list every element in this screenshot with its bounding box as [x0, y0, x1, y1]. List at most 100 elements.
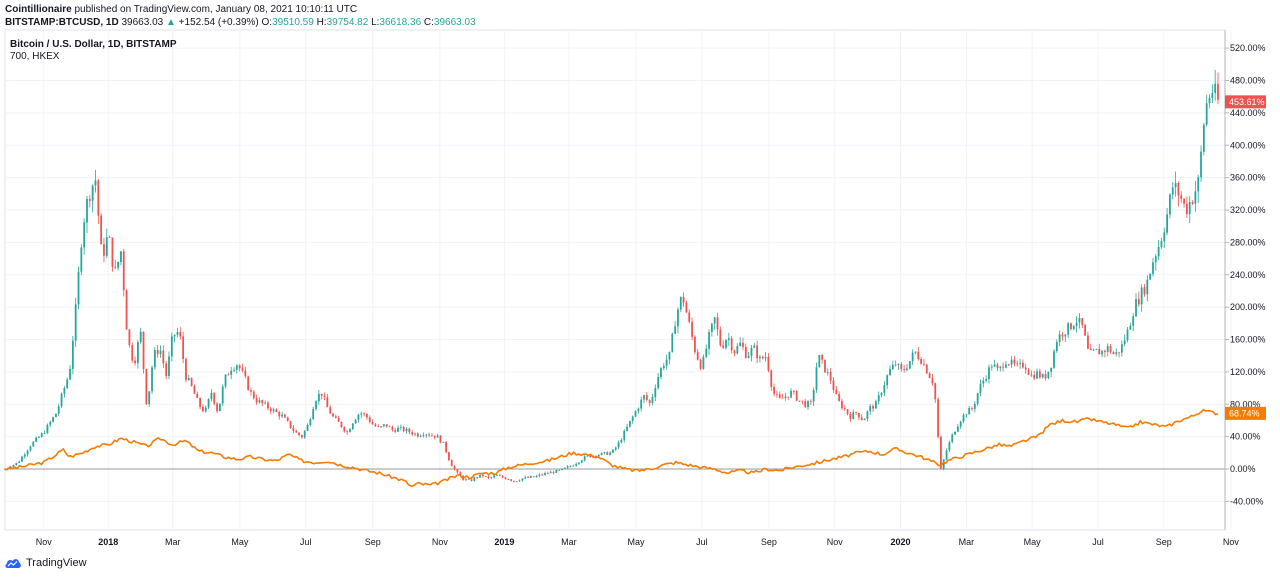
candle-body: [934, 383, 937, 400]
candle-body: [781, 397, 784, 399]
legend-compare-series[interactable]: 700, HKEX: [10, 51, 60, 62]
ohlc-line: BITSTAMP:BTCUSD, 1D 39663.03 ▲ +152.54 (…: [5, 17, 476, 28]
candle-body: [1183, 198, 1185, 204]
candle-body: [145, 368, 148, 405]
candle-body: [77, 271, 80, 305]
candle-body: [988, 367, 990, 380]
candle-body: [317, 393, 320, 402]
candle-body: [841, 400, 843, 409]
candle-body: [1022, 362, 1024, 368]
candle-body: [1129, 325, 1132, 330]
btc-candles[interactable]: [4, 69, 1219, 483]
open-label: O:: [261, 17, 273, 28]
candle-body: [578, 462, 580, 464]
candle-body: [233, 369, 235, 371]
candle-body: [346, 431, 349, 433]
candle-body: [453, 466, 456, 470]
candle-body: [408, 428, 411, 433]
candle-body: [979, 383, 982, 394]
candle-body: [801, 400, 804, 402]
candle-body: [937, 399, 939, 437]
candle-body: [1027, 369, 1030, 375]
candle-body: [4, 469, 6, 470]
candle-body: [1002, 366, 1005, 368]
candle-body: [159, 350, 162, 354]
candle-body: [120, 251, 122, 262]
candle-body: [606, 452, 609, 455]
candle-body: [1010, 359, 1013, 365]
x-tick-label: Nov: [36, 537, 53, 547]
x-tick-label: 2020: [891, 537, 911, 547]
candle-body: [264, 402, 267, 404]
y-tick-label: 120.00%: [1230, 367, 1266, 377]
x-tick-label: Sep: [1156, 537, 1172, 547]
candle-body: [722, 345, 725, 348]
x-axis[interactable]: Nov 2018 Mar May Jul Sep Nov 2019 Mar May Jul Sep No…: [36, 537, 1240, 547]
candle-body: [628, 420, 631, 427]
candle-body: [705, 348, 708, 357]
candle-body: [380, 426, 382, 428]
candle-body: [513, 480, 515, 482]
candle-body: [26, 450, 29, 455]
x-tick-label: May: [231, 537, 249, 547]
candle-body: [315, 401, 317, 409]
candle-body: [1005, 364, 1007, 368]
candle-body: [52, 417, 54, 422]
candle-body: [1146, 279, 1149, 295]
candle-body: [100, 215, 103, 245]
candle-body: [103, 244, 105, 256]
candle-body: [691, 321, 693, 337]
candle-body: [501, 475, 504, 478]
footer-brand[interactable]: TradingView: [4, 557, 87, 569]
y-tick-label: 80.00%: [1230, 399, 1261, 409]
candle-body: [886, 375, 889, 386]
legend-main-series[interactable]: Bitcoin / U.S. Dollar, 1D, BITSTAMP: [10, 39, 177, 50]
candle-body: [572, 465, 575, 467]
candle-body: [634, 411, 637, 417]
candle-body: [747, 355, 750, 358]
candle-body: [906, 368, 908, 371]
candle-body: [597, 454, 600, 457]
candle-body: [1084, 324, 1087, 336]
candle-body: [179, 331, 182, 337]
candle-body: [524, 477, 527, 479]
candle-body: [1058, 334, 1061, 342]
candle-body: [15, 462, 18, 465]
candle-body: [976, 393, 979, 404]
candle-body: [569, 466, 572, 467]
candle-body: [552, 471, 555, 473]
candle-body: [422, 435, 425, 437]
candle-body: [49, 421, 52, 425]
candle-body: [1095, 348, 1098, 350]
candle-body: [366, 414, 368, 418]
candle-body: [456, 469, 459, 473]
candle-body: [388, 426, 391, 428]
candle-body: [371, 421, 374, 425]
candle-body: [1152, 262, 1154, 274]
candle-body: [1123, 340, 1126, 345]
candle-body: [1115, 352, 1118, 355]
y-axis[interactable]: 520.00% 480.00% 440.00% 400.00% 360.00% 320.0…: [1224, 30, 1266, 530]
candle-body: [1098, 348, 1101, 355]
candle-body: [91, 185, 94, 201]
candle-body: [660, 368, 662, 378]
candle-body: [855, 412, 857, 413]
candle-body: [792, 390, 795, 392]
candle-body: [86, 198, 88, 223]
candle-body: [643, 395, 645, 400]
candle-body: [869, 406, 872, 412]
candle-body: [374, 424, 377, 427]
candle-body: [671, 333, 674, 352]
candle-body: [433, 435, 436, 438]
x-tick-label: Sep: [761, 537, 777, 547]
candle-body: [515, 481, 518, 483]
hkex-700-line[interactable]: [4, 408, 1219, 487]
candle-body: [235, 365, 238, 370]
publisher-name[interactable]: Cointillionaire: [5, 4, 72, 15]
candle-body: [654, 388, 657, 398]
candle-body: [1109, 345, 1112, 353]
candle-body: [583, 456, 586, 461]
candle-body: [43, 433, 46, 434]
candle-body: [716, 317, 719, 330]
